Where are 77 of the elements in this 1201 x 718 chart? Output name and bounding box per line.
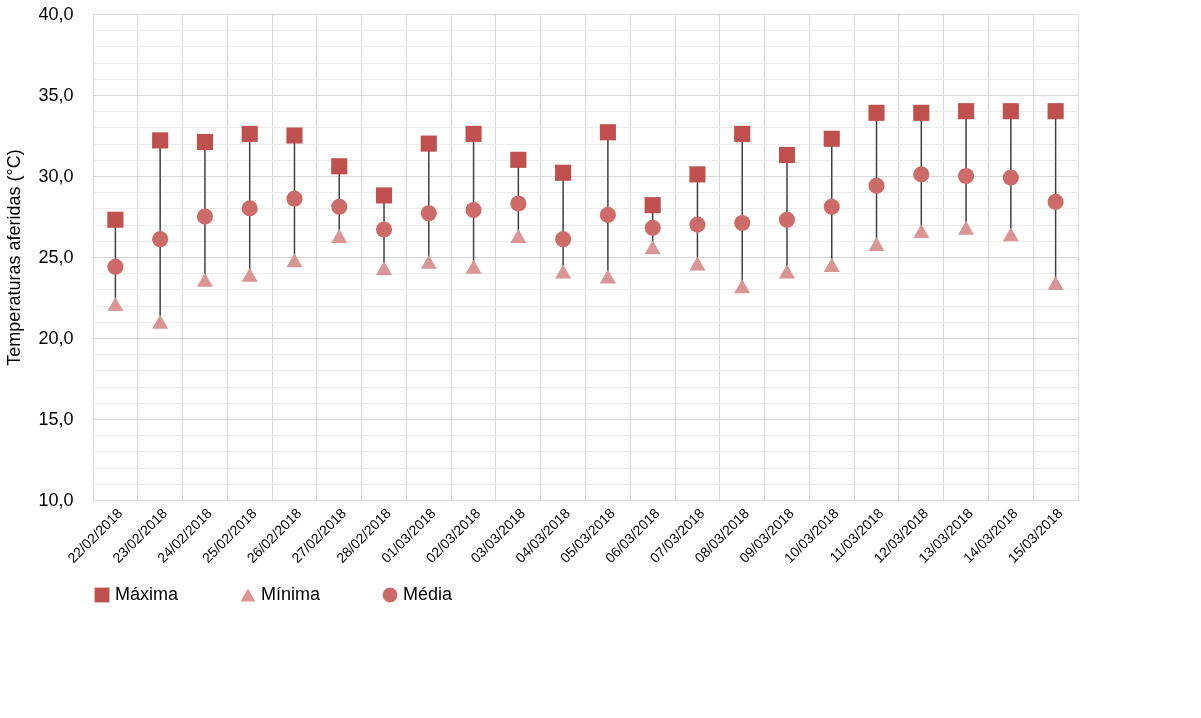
point bbox=[1002, 103, 1019, 120]
legend-label: Mínima bbox=[261, 584, 321, 604]
point bbox=[375, 187, 393, 204]
point bbox=[689, 166, 706, 183]
y-axis-title: Temperaturas aferidas (°C) bbox=[4, 149, 25, 366]
point bbox=[958, 103, 975, 120]
point bbox=[823, 258, 840, 273]
point bbox=[689, 256, 706, 271]
point bbox=[196, 208, 213, 225]
point bbox=[778, 211, 796, 228]
point bbox=[375, 221, 393, 238]
point bbox=[107, 258, 124, 275]
point bbox=[241, 267, 258, 282]
point bbox=[778, 146, 796, 163]
point bbox=[331, 198, 348, 215]
point bbox=[868, 177, 885, 194]
point bbox=[913, 224, 930, 239]
point bbox=[734, 279, 751, 294]
point bbox=[913, 104, 930, 121]
point bbox=[823, 198, 840, 215]
point bbox=[644, 219, 661, 236]
point bbox=[286, 190, 303, 207]
point bbox=[868, 237, 885, 252]
point bbox=[107, 211, 124, 228]
point bbox=[510, 228, 527, 243]
point bbox=[599, 206, 616, 223]
point bbox=[555, 264, 572, 279]
point bbox=[465, 259, 482, 274]
point bbox=[555, 164, 572, 181]
point bbox=[644, 197, 661, 214]
point bbox=[420, 135, 437, 152]
point bbox=[196, 272, 213, 287]
point bbox=[644, 240, 661, 255]
point bbox=[868, 104, 885, 121]
point bbox=[823, 130, 840, 147]
point bbox=[241, 125, 258, 142]
point bbox=[152, 231, 169, 248]
point bbox=[689, 216, 706, 233]
point bbox=[1002, 227, 1019, 242]
point bbox=[1047, 193, 1064, 210]
point bbox=[152, 132, 169, 149]
point bbox=[331, 228, 348, 243]
point bbox=[913, 166, 930, 183]
point bbox=[510, 151, 527, 168]
point bbox=[1002, 169, 1019, 186]
point bbox=[1047, 275, 1064, 290]
y-tick-label: 20,0 bbox=[38, 327, 74, 348]
point bbox=[958, 220, 975, 235]
point bbox=[465, 125, 482, 142]
y-tick-label: 40,0 bbox=[38, 3, 74, 24]
point bbox=[420, 254, 437, 269]
y-tick-label: 25,0 bbox=[38, 246, 74, 267]
point bbox=[734, 125, 751, 142]
point bbox=[510, 195, 527, 212]
point bbox=[331, 158, 348, 175]
point bbox=[599, 124, 616, 141]
point bbox=[241, 200, 258, 217]
point bbox=[958, 167, 975, 185]
point bbox=[555, 231, 572, 248]
point bbox=[599, 269, 616, 284]
point bbox=[734, 214, 751, 232]
point bbox=[196, 133, 213, 151]
point bbox=[375, 261, 393, 276]
point bbox=[152, 314, 169, 329]
y-tick-label: 35,0 bbox=[38, 84, 74, 105]
point bbox=[465, 201, 482, 219]
point bbox=[107, 297, 124, 311]
y-tick-label: 15,0 bbox=[38, 408, 74, 429]
point bbox=[286, 253, 303, 268]
point bbox=[778, 264, 796, 279]
y-tick-label: 10,0 bbox=[38, 489, 74, 510]
y-tick-label: 30,0 bbox=[38, 165, 74, 186]
legend-label: Média bbox=[403, 584, 454, 604]
legend-label: Máxima bbox=[115, 584, 179, 604]
point bbox=[1047, 103, 1064, 120]
point bbox=[286, 127, 303, 144]
point bbox=[420, 205, 437, 222]
